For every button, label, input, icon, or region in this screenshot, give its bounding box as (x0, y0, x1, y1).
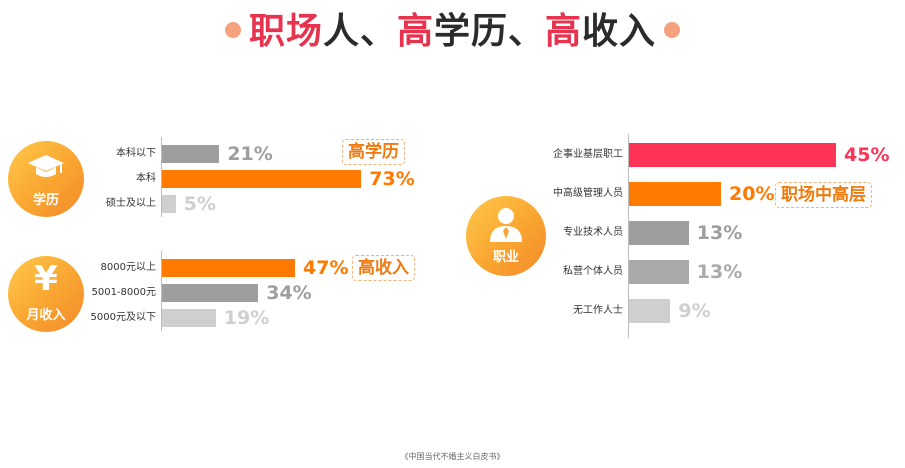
bar-category-label: 硕士及以上 (106, 198, 156, 209)
bar-category-label: 本科 (136, 173, 156, 184)
bar-category-label: 无工作人士 (573, 305, 623, 316)
bar-value-label: 45% (844, 144, 890, 166)
bar (629, 299, 671, 323)
bar-category-label: 8000元以上 (100, 262, 156, 273)
highlight-tag: 高收入 (352, 255, 415, 281)
income-badge: ¥ 月收入 (8, 256, 84, 332)
highlight-tag: 职场中高层 (775, 182, 872, 208)
bar (629, 182, 721, 206)
education-axis (161, 137, 162, 217)
source-footer: 《中国当代不婚主义白皮书》 (400, 452, 505, 461)
occupation-badge-label: 职业 (492, 250, 519, 265)
bar-category-label: 本科以下 (116, 148, 156, 159)
title-part-2: 人、 (322, 11, 397, 52)
bar-value-label: 19% (223, 307, 270, 329)
occupation-badge: 职业 (466, 196, 546, 276)
title-part-1: 职场 (248, 11, 323, 52)
highlight-tag: 高学历 (342, 139, 405, 165)
title-part-6: 收入 (582, 11, 657, 52)
bar-value-label: 47% (303, 257, 349, 279)
bar-category-label: 专业技术人员 (563, 227, 623, 238)
bar (162, 145, 220, 163)
title-part-3: 高 (396, 11, 434, 52)
income-axis (161, 251, 162, 331)
title-part-4: 学历、 (434, 11, 546, 52)
person-icon (466, 206, 546, 246)
bar (162, 259, 295, 277)
yen-icon: ¥ (34, 259, 58, 299)
bar (629, 221, 689, 245)
bar-value-label: 73% (369, 168, 415, 190)
title-left-dot (224, 22, 241, 38)
title-part-5: 高 (545, 11, 583, 52)
occupation-axis (628, 134, 629, 338)
bar (162, 170, 362, 188)
page-title: 职场人、高学历、高收入 (0, 8, 905, 56)
bar-category-label: 5000元及以下 (90, 312, 156, 323)
bar (629, 143, 836, 167)
bar-value-label: 5% (183, 193, 216, 215)
bar-value-label: 13% (696, 222, 743, 244)
bar-value-label: 9% (678, 300, 711, 322)
graduation-cap-icon (8, 153, 84, 187)
bar-value-label: 20% (729, 183, 775, 205)
bar (162, 284, 259, 302)
bar-category-label: 私营个体人员 (563, 266, 623, 277)
title-right-dot (664, 22, 681, 38)
bar-category-label: 企事业基层职工 (553, 149, 623, 160)
bar-value-label: 13% (696, 261, 743, 283)
bar (162, 195, 176, 213)
bar-value-label: 21% (227, 143, 273, 165)
bar-value-label: 34% (266, 282, 312, 304)
bar (629, 260, 689, 284)
bar (162, 309, 216, 327)
bar-category-label: 5001-8000元 (91, 287, 156, 298)
bar-category-label: 中高级管理人员 (553, 188, 623, 199)
education-badge-label: 学历 (32, 193, 59, 208)
income-badge-label: 月收入 (26, 308, 66, 323)
education-badge: 学历 (8, 141, 84, 217)
